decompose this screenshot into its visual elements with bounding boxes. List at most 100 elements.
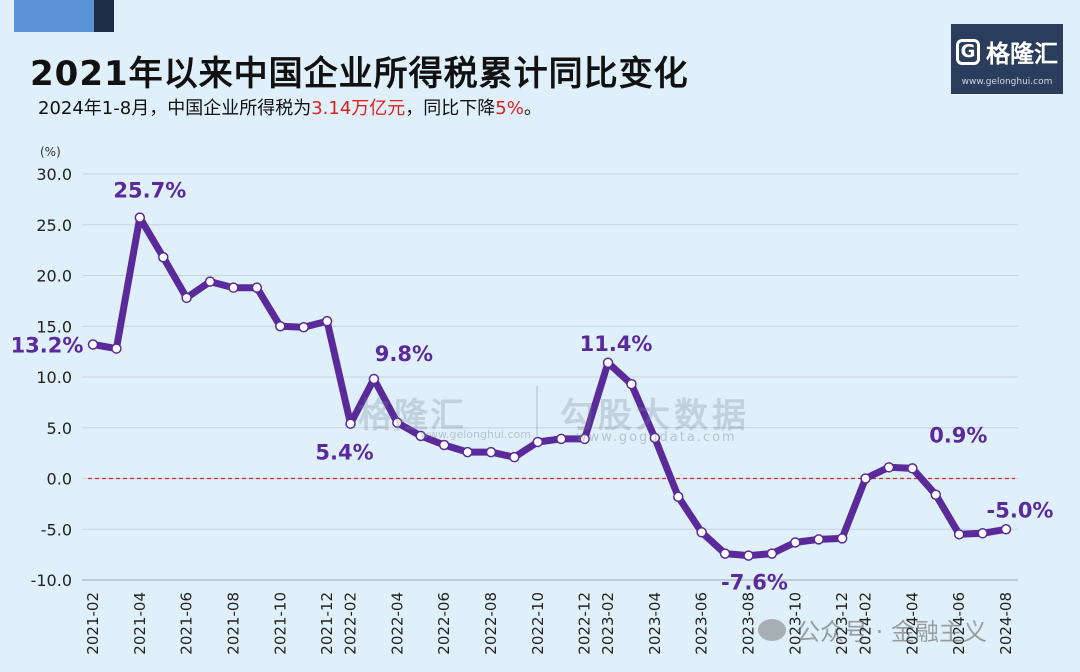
top-accent-blue: [14, 0, 94, 32]
x-tick-label: 2021-08: [224, 592, 242, 655]
x-tick-label: 2022-12: [576, 592, 594, 655]
data-point: [157, 251, 169, 263]
data-point: [790, 537, 801, 548]
data-point: [907, 463, 918, 474]
x-tick-label: 2022-08: [482, 592, 500, 655]
subtitle-highlight-percent: 5%: [495, 98, 524, 119]
x-tick-label: 2023-08: [739, 592, 757, 655]
data-point: [1000, 524, 1012, 535]
chart-subtitle: 2024年1-8月，中国企业所得税为3.14万亿元，同比下降5%。: [38, 94, 542, 120]
data-point: [532, 436, 544, 448]
data-point: [87, 339, 99, 350]
x-tick-label: 2021-04: [131, 592, 149, 655]
wechat-text: 公众号 · 金融主义: [796, 618, 987, 646]
data-point: [626, 378, 637, 390]
y-tick-label: 20.0: [36, 267, 72, 286]
data-point: [953, 529, 965, 540]
subtitle-prefix: 2024年1-8月，中国企业所得税为: [38, 98, 312, 119]
watermark-gelonghui-url: www.gelonghui.com: [420, 428, 531, 441]
top-accent-dark: [94, 0, 114, 32]
subtitle-highlight-amount: 3.14万亿元: [311, 98, 406, 119]
logo-name: 格隆汇: [986, 40, 1058, 68]
y-tick-label: 10.0: [36, 368, 72, 387]
x-tick-label: 2024-02: [857, 592, 875, 655]
data-point: [555, 433, 567, 445]
data-point: [813, 534, 824, 545]
y-tick-label: 5.0: [47, 419, 72, 438]
data-point: [509, 451, 520, 463]
data-point: [228, 282, 239, 293]
data-point: [345, 418, 356, 429]
data-point: [321, 315, 333, 327]
data-point: [204, 276, 216, 287]
data-label: -7.6%: [721, 571, 788, 595]
data-point: [251, 282, 263, 293]
x-tick-label: 2021-10: [271, 592, 289, 655]
y-tick-label: -5.0: [41, 520, 72, 539]
x-tick-label: 2022-06: [435, 592, 453, 655]
data-point: [579, 433, 590, 445]
data-point: [181, 292, 192, 304]
data-point: [438, 439, 450, 451]
x-tick-label: 2023-02: [599, 592, 617, 655]
x-tick-label: 2023-06: [693, 592, 711, 655]
data-point: [298, 322, 309, 333]
x-tick-label: 2021-02: [84, 592, 102, 655]
x-tick-label: 2021-12: [318, 592, 336, 655]
y-axis-unit-label: (%): [40, 145, 61, 159]
subtitle-suffix: 。: [523, 98, 542, 119]
x-tick-label: 2022-04: [388, 592, 406, 655]
data-point: [275, 321, 286, 332]
y-tick-label: 0.0: [47, 470, 72, 489]
y-tick-label: 25.0: [36, 216, 72, 235]
data-point: [134, 212, 146, 223]
data-point: [649, 432, 661, 444]
data-point: [602, 357, 614, 369]
chart-title: 2021年以来中国企业所得税累计同比变化: [30, 54, 689, 94]
series-line: [89, 214, 1010, 560]
x-tick-label: 2023-12: [833, 592, 851, 655]
data-point: [111, 343, 122, 354]
data-label: 13.2%: [11, 334, 84, 358]
data-label: -5.0%: [987, 498, 1054, 522]
logo-mark-icon: G: [956, 38, 980, 65]
data-point: [415, 430, 426, 442]
data-label: 11.4%: [580, 332, 653, 356]
data-label: 0.9%: [929, 423, 987, 447]
data-point: [485, 446, 497, 458]
data-point: [766, 548, 778, 559]
data-point: [719, 548, 731, 559]
watermark-gogudata-url: www.gogudata.com: [576, 430, 737, 445]
data-point: [743, 550, 754, 561]
x-tick-label: 2024-06: [950, 592, 968, 655]
data-point: [673, 491, 684, 503]
data-point: [462, 446, 473, 458]
data-point: [883, 462, 895, 473]
data-point: [860, 473, 871, 484]
x-tick-label: 2022-10: [529, 592, 547, 655]
data-label: 9.8%: [375, 342, 433, 366]
data-point: [836, 533, 848, 544]
data-point: [392, 417, 403, 428]
subtitle-middle: ，同比下降: [405, 98, 496, 119]
watermark-separator: [536, 386, 538, 436]
x-tick-label: 2023-10: [786, 592, 804, 655]
x-tick-label: 2021-06: [178, 592, 196, 655]
data-point: [977, 528, 988, 539]
watermark-gogudata: 勾股大数据: [560, 396, 750, 436]
data-label: 25.7%: [113, 179, 186, 203]
logo-url: www.gelonghui.com: [961, 77, 1053, 87]
watermark-gelonghui: 格隆汇: [358, 396, 466, 436]
wechat-watermark: 公众号 · 金融主义: [758, 612, 987, 647]
y-tick-label: 30.0: [36, 165, 72, 184]
data-point: [696, 527, 707, 538]
x-tick-label: 2023-04: [646, 592, 664, 655]
x-tick-label: 2024-08: [997, 592, 1015, 655]
data-point: [930, 489, 942, 500]
wechat-icon: [758, 618, 786, 641]
x-tick-label: 2022-02: [342, 592, 360, 655]
data-point: [368, 373, 380, 385]
y-tick-label: 15.0: [36, 317, 72, 336]
x-tick-label: 2024-04: [903, 592, 921, 655]
